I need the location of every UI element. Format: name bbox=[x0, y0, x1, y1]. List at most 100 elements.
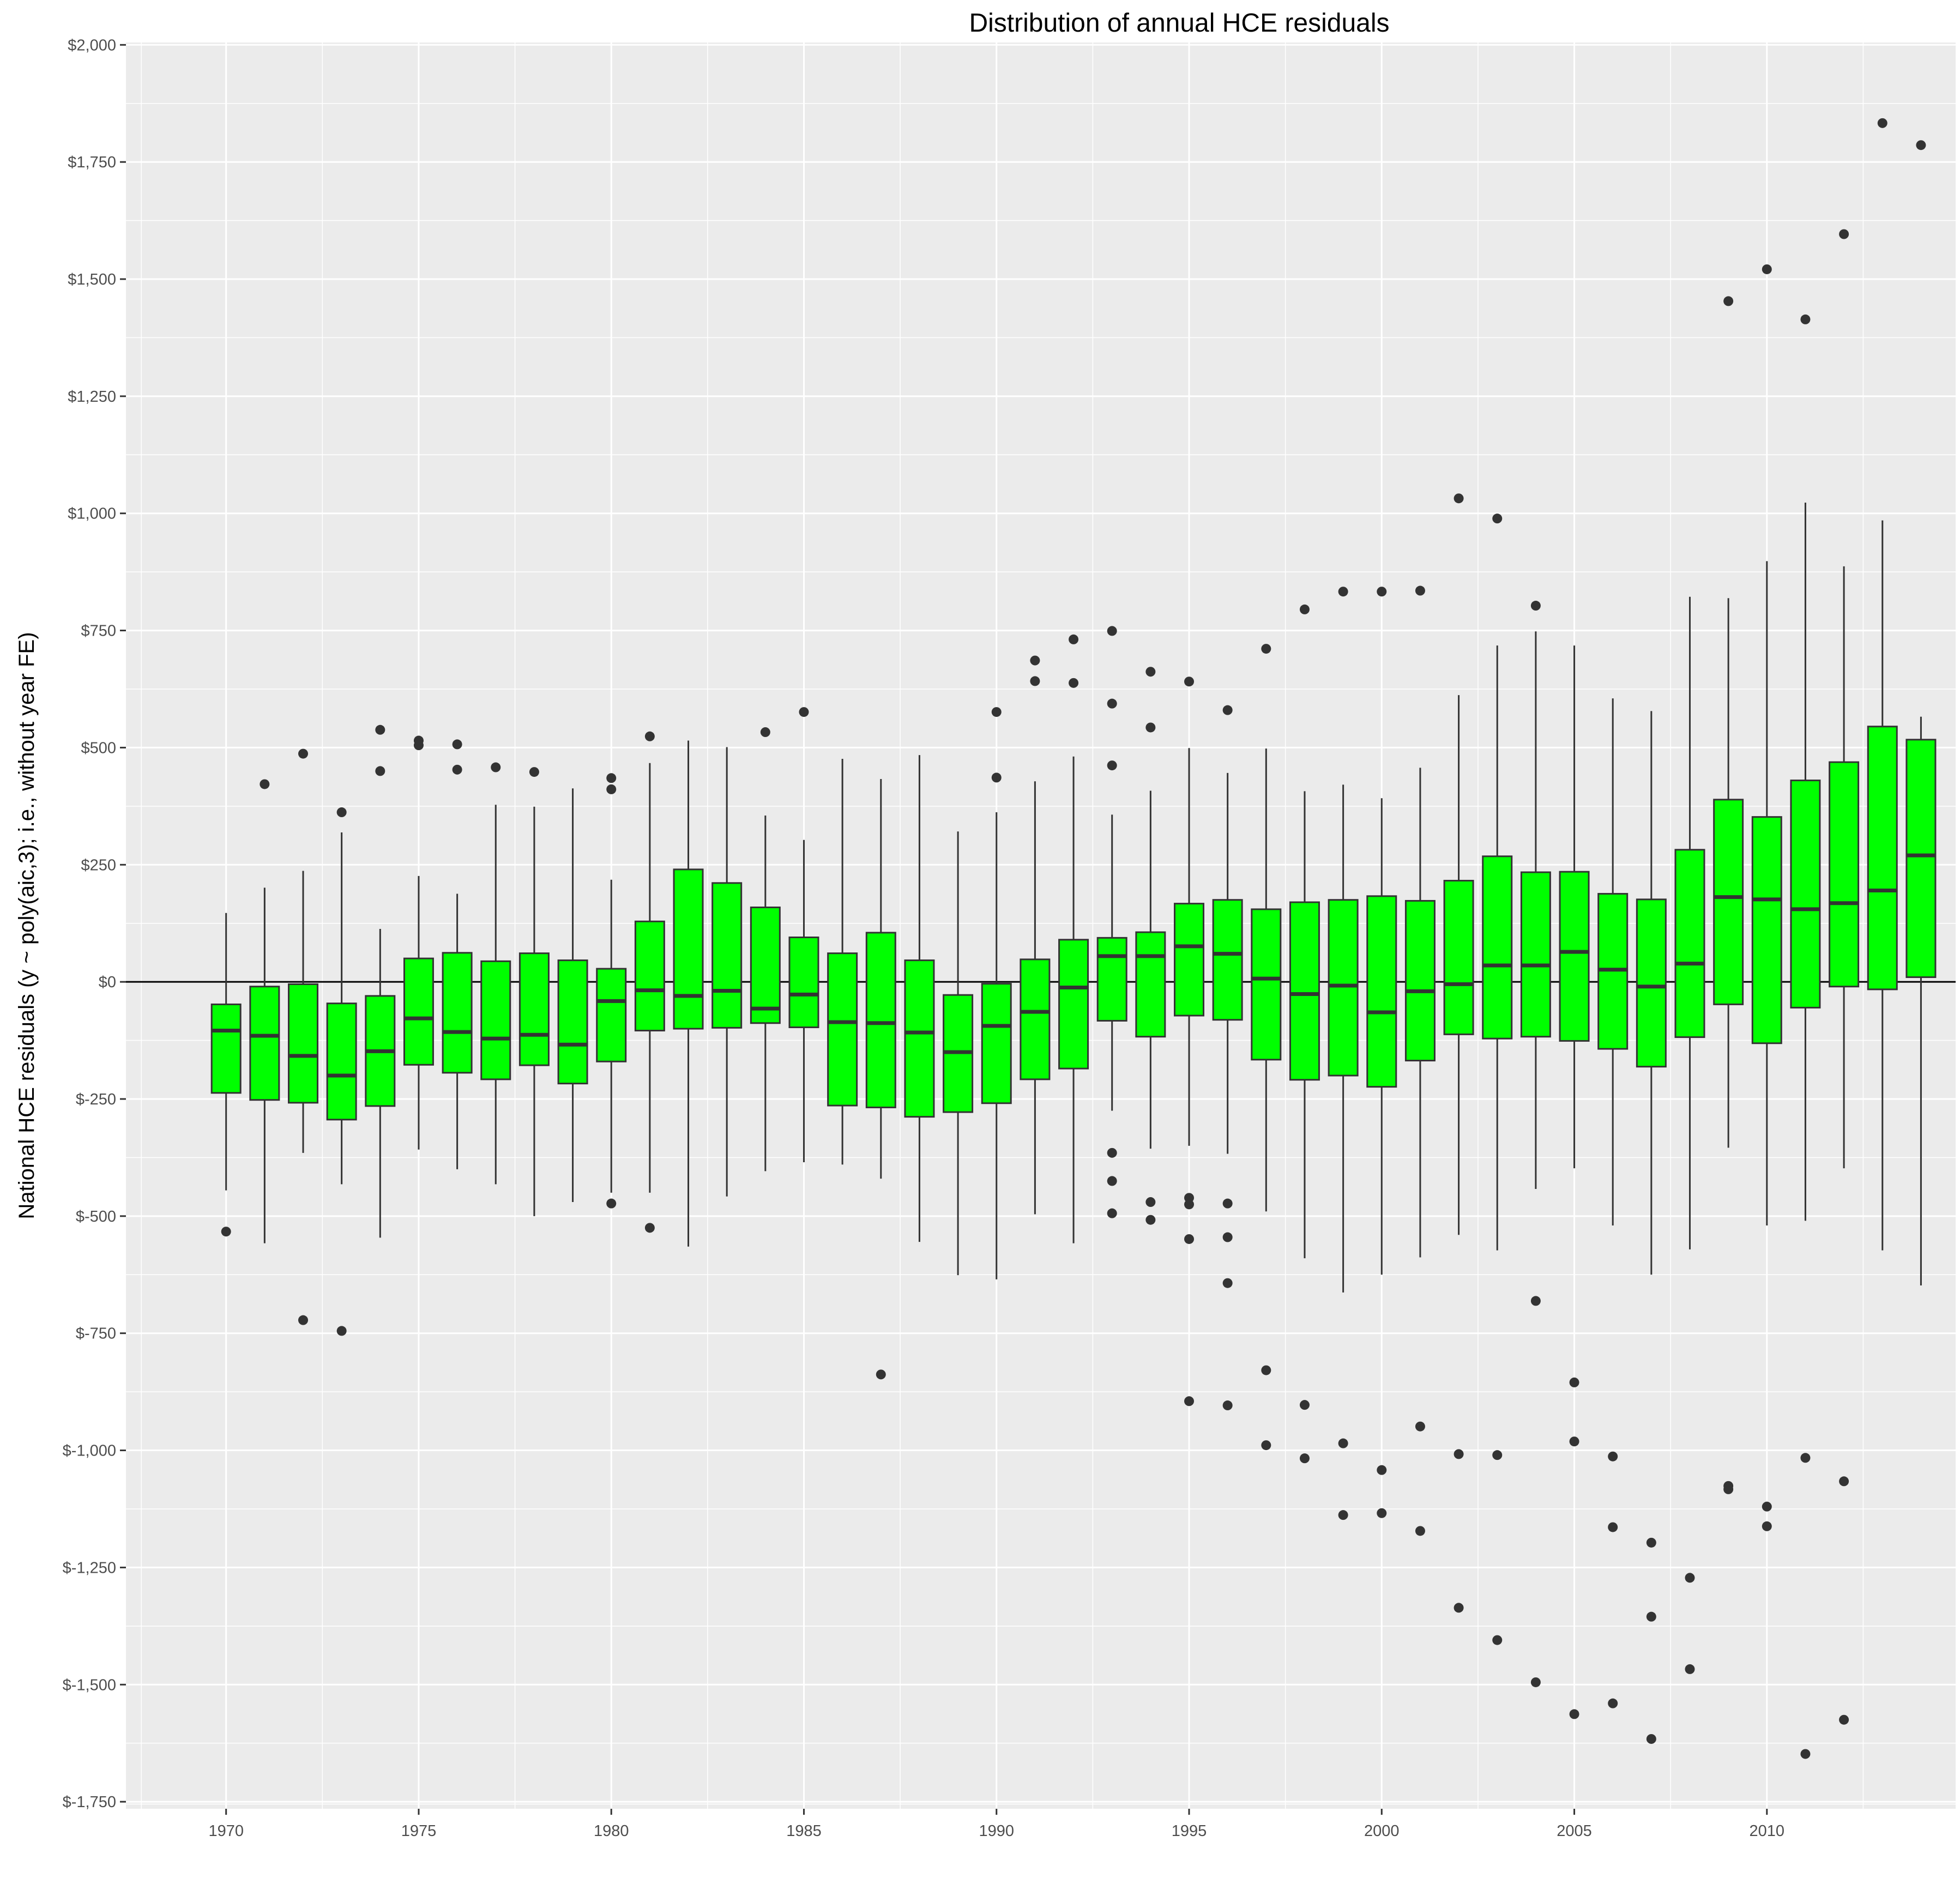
box-1980 bbox=[596, 968, 627, 1062]
outlier-point bbox=[1723, 1484, 1734, 1494]
box-2007 bbox=[1636, 898, 1667, 1068]
outlier-point bbox=[1184, 1396, 1195, 1406]
outliers bbox=[221, 118, 1926, 1759]
outlier-point bbox=[1916, 140, 1926, 150]
outlier-point bbox=[452, 739, 462, 750]
medians bbox=[212, 853, 1935, 1078]
outlier-point bbox=[336, 1326, 347, 1336]
outlier-point bbox=[1069, 678, 1079, 688]
outlier-point bbox=[1030, 676, 1040, 686]
box-2012 bbox=[1829, 761, 1860, 988]
x-tick-label: 1970 bbox=[208, 1822, 244, 1840]
box-1976 bbox=[442, 952, 473, 1074]
outlier-point bbox=[1454, 493, 1464, 504]
outlier-point bbox=[1107, 760, 1117, 771]
outlier-point bbox=[1762, 1521, 1772, 1531]
chart-title: Distribution of annual HCE residuals bbox=[969, 9, 1389, 38]
y-tick-label: $1,500 bbox=[68, 271, 116, 288]
outlier-point bbox=[1415, 585, 1425, 596]
outlier-point bbox=[1839, 1476, 1849, 1487]
outlier-point bbox=[1800, 1749, 1811, 1759]
box-1999 bbox=[1328, 899, 1359, 1077]
outlier-point bbox=[644, 1223, 655, 1233]
outlier-point bbox=[452, 764, 462, 775]
outlier-point bbox=[375, 766, 385, 776]
outlier-point bbox=[606, 773, 617, 783]
x-tick-label: 2010 bbox=[1750, 1822, 1785, 1840]
outlier-point bbox=[1338, 1510, 1348, 1520]
outlier-point bbox=[1492, 514, 1503, 524]
outlier-point bbox=[760, 727, 770, 738]
box-1972 bbox=[288, 983, 318, 1104]
outlier-point bbox=[1800, 1453, 1811, 1463]
outlier-point bbox=[1107, 1176, 1117, 1186]
outlier-point bbox=[1608, 1698, 1618, 1708]
box-1998 bbox=[1289, 901, 1320, 1081]
y-tick-label: $-250 bbox=[76, 1091, 116, 1108]
box-2011 bbox=[1790, 780, 1821, 1009]
box-1977 bbox=[480, 960, 511, 1080]
box-1986 bbox=[827, 952, 858, 1107]
outlier-point bbox=[1377, 1465, 1387, 1475]
outlier-point bbox=[1530, 1296, 1541, 1306]
whiskers bbox=[225, 502, 1922, 1293]
outlier-point bbox=[221, 1227, 231, 1237]
x-tick-label: 1985 bbox=[786, 1822, 822, 1840]
y-tick-label: $1,250 bbox=[68, 388, 116, 406]
outlier-point bbox=[1377, 587, 1387, 597]
y-tick-label: $-1,750 bbox=[63, 1794, 116, 1811]
x-axis-ticks: 1970 1975 1980 1985 1990 1995 2000 2005 2010 bbox=[208, 1809, 1784, 1840]
outlier-point bbox=[1569, 1436, 1579, 1447]
outlier-point bbox=[1839, 229, 1849, 239]
outlier-point bbox=[260, 779, 270, 789]
box-1993 bbox=[1096, 937, 1127, 1022]
outlier-point bbox=[1184, 1199, 1195, 1210]
y-tick-label: $750 bbox=[81, 623, 116, 640]
box-1990 bbox=[981, 983, 1012, 1104]
box-1981 bbox=[634, 920, 665, 1032]
x-tick-label: 1980 bbox=[594, 1822, 629, 1840]
outlier-point bbox=[1145, 667, 1156, 677]
outlier-point bbox=[1454, 1449, 1464, 1459]
outlier-point bbox=[1222, 705, 1233, 715]
outlier-point bbox=[413, 740, 424, 751]
outlier-point bbox=[1569, 1377, 1579, 1387]
box-2004 bbox=[1520, 871, 1551, 1038]
outlier-point bbox=[1145, 1197, 1156, 1207]
boxes bbox=[210, 726, 1937, 1121]
box-2001 bbox=[1404, 899, 1436, 1062]
x-tick-label: 1975 bbox=[401, 1822, 437, 1840]
outlier-point bbox=[1646, 1611, 1656, 1622]
outlier-point bbox=[1685, 1664, 1695, 1674]
outlier-point bbox=[1107, 1208, 1117, 1218]
y-tick-label: $-1,500 bbox=[63, 1676, 116, 1694]
x-tick-label: 1990 bbox=[979, 1822, 1014, 1840]
y-tick-label: $0 bbox=[99, 974, 116, 991]
box-1971 bbox=[249, 986, 280, 1101]
y-tick-label: $-750 bbox=[76, 1325, 116, 1343]
outlier-point bbox=[1454, 1603, 1464, 1613]
outlier-point bbox=[1646, 1537, 1656, 1548]
box-1994 bbox=[1135, 931, 1166, 1038]
outlier-point bbox=[1723, 296, 1734, 306]
outlier-point bbox=[375, 724, 385, 735]
outlier-point bbox=[1107, 698, 1117, 709]
box-2010 bbox=[1751, 816, 1782, 1044]
box-2002 bbox=[1443, 879, 1474, 1035]
y-tick-label: $250 bbox=[81, 856, 116, 874]
outlier-point bbox=[1415, 1421, 1425, 1432]
outlier-point bbox=[1762, 264, 1772, 274]
outlier-point bbox=[529, 767, 539, 777]
box-1970 bbox=[210, 1003, 242, 1094]
outlier-point bbox=[1299, 1453, 1310, 1464]
outlier-point bbox=[1492, 1635, 1503, 1645]
box-2003 bbox=[1482, 855, 1513, 1040]
y-tick-label: $-1,250 bbox=[63, 1559, 116, 1577]
y-tick-label: $1,000 bbox=[68, 505, 116, 523]
y-tick-label: $2,000 bbox=[68, 37, 116, 54]
y-axis-title: National HCE residuals (y ~ poly(aic,3);… bbox=[15, 632, 39, 1219]
outlier-point bbox=[799, 707, 809, 717]
y-tick-label: $500 bbox=[81, 739, 116, 757]
x-tick-label: 2005 bbox=[1557, 1822, 1592, 1840]
outlier-point bbox=[876, 1369, 886, 1380]
